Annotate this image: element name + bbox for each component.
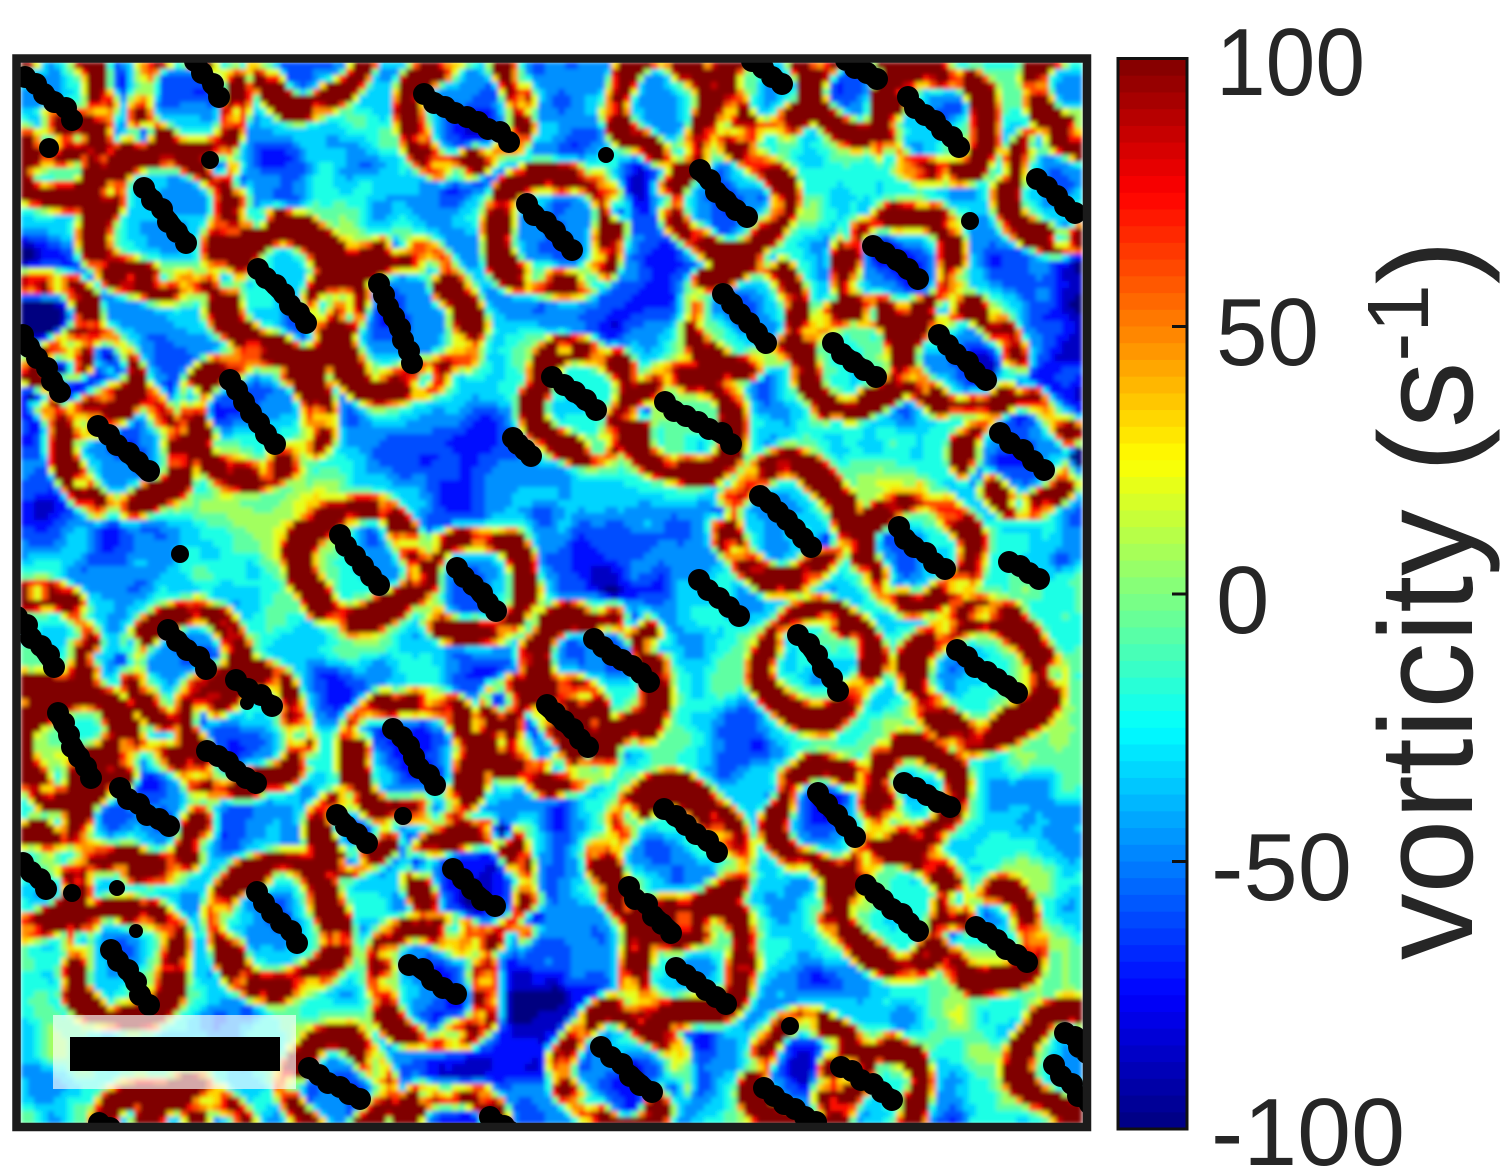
svg-text:-100: -100: [1211, 1079, 1405, 1168]
svg-text:0: 0: [1216, 547, 1269, 654]
svg-text:-50: -50: [1211, 814, 1352, 921]
svg-text:vorticity (s-1): vorticity (s-1): [1350, 240, 1501, 960]
svg-text:50: 50: [1216, 279, 1319, 386]
svg-text:100: 100: [1216, 9, 1365, 116]
